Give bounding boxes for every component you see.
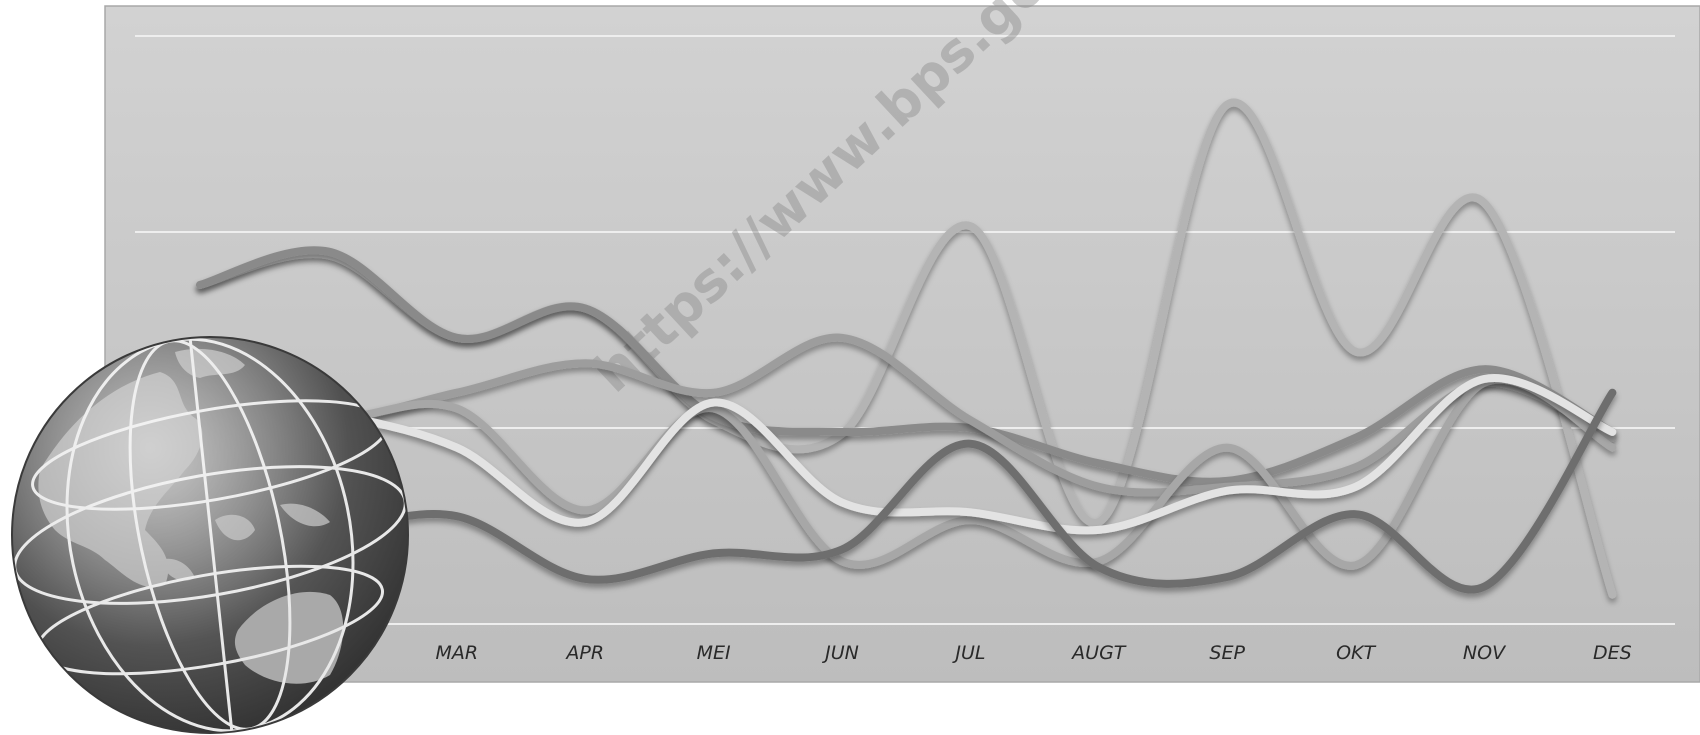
series-line-6 (196, 388, 1617, 594)
globe-icon (11, 336, 409, 734)
x-tick-label: JUN (821, 642, 859, 664)
series-line-3 (196, 333, 1617, 497)
x-tick-label: MEI (697, 642, 731, 664)
x-tick-label: OKT (1336, 642, 1376, 664)
series-line-4 (196, 375, 1617, 570)
series-line-2 (196, 246, 1617, 486)
x-tick-label: NOV (1463, 642, 1507, 664)
x-axis-tick-labels: MAR APR MEI JUN JUL AUGT SEP OKT NOV DES (436, 642, 1632, 664)
x-tick-label: APR (564, 642, 604, 664)
x-tick-label: DES (1593, 642, 1632, 664)
series-layer (196, 98, 1617, 599)
x-tick-label: SEP (1209, 642, 1245, 664)
x-tick-label: JUL (951, 642, 985, 664)
x-tick-label: AUGT (1070, 642, 1127, 664)
x-tick-label: MAR (436, 642, 479, 664)
